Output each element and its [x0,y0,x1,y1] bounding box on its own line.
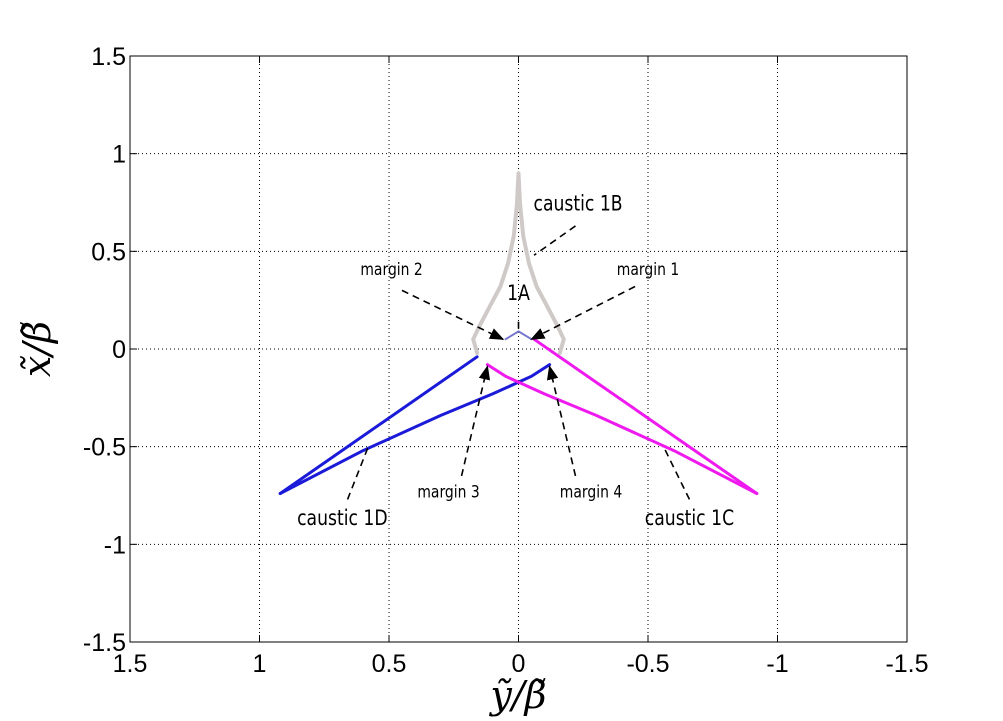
annotation-leader [460,365,491,477]
y-tick-label: -0.5 [83,434,126,462]
x-tick-label: -1.5 [885,650,928,678]
y-tick-label: 0.5 [91,238,126,266]
plot-frame [129,55,908,643]
y-tick-label: -1.5 [83,629,126,657]
x-axis-label: ỹ/β̃ [488,673,546,717]
tick-labels: 1.5 1 0.5 0 -0.5 -1 -1.51.510.50-0.5-1-1.5 [83,43,929,678]
x-tick-label: 1 [253,650,267,678]
x-tick-label: 0 [512,650,526,678]
annotation-leader [533,225,576,256]
x-tick-label: 1.5 [113,650,148,678]
y-tick-label: 0 [112,336,126,364]
series-line-caustic-1d-upper [278,355,479,495]
series-line-caustic-1b [471,171,566,355]
x-tick-label: 0.5 [372,650,407,678]
annotation-label: margin 1 [617,259,679,279]
y-tick-label: 1 [112,141,126,169]
y-tick-label: -1 [104,531,126,559]
annotation-label: caustic 1D [297,505,388,530]
annotation-leader [346,446,370,500]
annotation-leader [401,289,505,340]
annotation-label: margin 4 [560,482,623,502]
annotation-label: 1A [507,280,530,305]
annotation-label: caustic 1B [534,191,623,216]
y-tick-label: 1.5 [91,43,126,71]
series-line-caustic-1a [504,330,533,341]
annotations: caustic 1B 1A margin 1 margin 2 margin 3 marg… [297,191,734,531]
caustic-curves [278,171,759,495]
x-tick-label: -0.5 [626,650,669,678]
annotation-label: margin 3 [417,482,479,502]
series-line-caustic-1c-lower [485,363,759,495]
annotation-leader [530,285,636,340]
series-line-caustic-1d-lower [278,363,552,495]
x-tick-label: -1 [766,650,788,678]
annotation-leader [662,446,691,500]
annotation-label: margin 2 [360,259,422,279]
annotation-leader [546,365,577,477]
annotation-label: caustic 1C [645,505,734,530]
grid [129,55,908,643]
series-line-caustic-1c-upper [532,337,759,495]
y-axis-label: x̃/β̃ [15,321,59,377]
